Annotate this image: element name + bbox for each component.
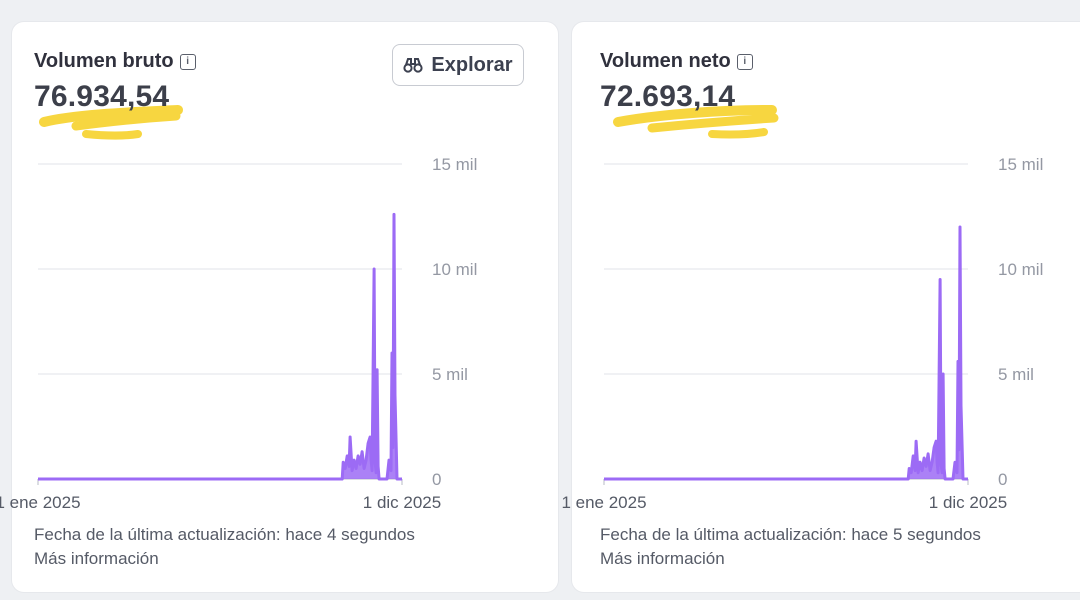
more-info-link[interactable]: Más información: [34, 549, 159, 568]
y-tick-label: 15 mil: [432, 155, 477, 174]
y-tick-label: 0: [998, 470, 1007, 489]
y-tick-label: 15 mil: [998, 155, 1043, 174]
net-volume-title: Volumen neto i: [600, 50, 753, 73]
series-area: [604, 227, 968, 479]
y-tick-label: 5 mil: [432, 365, 468, 384]
y-tick-label: 10 mil: [998, 260, 1043, 279]
net-volume-chart: 15 mil 10 mil 5 mil 0 1 ene 2025 1 dic 2025: [561, 155, 1043, 512]
info-icon[interactable]: i: [179, 53, 196, 70]
series-area: [38, 214, 402, 479]
gross-volume-value: 76.934,54: [34, 80, 170, 113]
series-line: [38, 212, 402, 481]
y-tick-label: 10 mil: [432, 260, 477, 279]
gross-volume-chart: 15 mil 10 mil 5 mil 0 1 ene 2025 1 dic 2025: [0, 155, 477, 512]
more-info-link[interactable]: Más información: [600, 549, 725, 568]
last-update-text: Fecha de la última actualización: hace 4…: [34, 525, 415, 544]
x-tick-label: 1 dic 2025: [929, 493, 1007, 512]
explore-button-label: Explorar: [431, 53, 513, 76]
explore-button[interactable]: Explorar: [392, 44, 524, 86]
gross-volume-card: 15 mil 10 mil 5 mil 0 1 ene 2025 1 dic 2025 V…: [0, 22, 558, 592]
binoculars-icon: [403, 58, 424, 73]
net-volume-title-text: Volumen neto: [600, 50, 731, 72]
info-icon[interactable]: i: [736, 53, 753, 70]
last-update-text: Fecha de la última actualización: hace 5…: [600, 525, 981, 544]
series-line: [604, 225, 968, 481]
x-tick-label: 1 ene 2025: [561, 493, 646, 512]
gross-volume-title: Volumen bruto i: [34, 50, 196, 73]
net-volume-card: 15 mil 10 mil 5 mil 0 1 ene 2025 1 dic 2025 V…: [561, 22, 1080, 592]
x-tick-label: 1 dic 2025: [363, 493, 441, 512]
y-tick-label: 0: [432, 470, 441, 489]
x-tick-label: 1 ene 2025: [0, 493, 81, 512]
y-tick-label: 5 mil: [998, 365, 1034, 384]
gross-volume-title-text: Volumen bruto: [34, 50, 174, 72]
net-volume-value: 72.693,14: [600, 80, 736, 113]
